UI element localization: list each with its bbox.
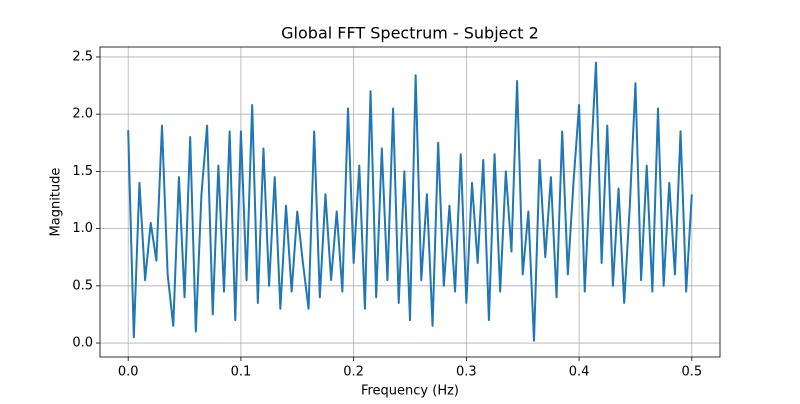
chart-title: Global FFT Spectrum - Subject 2 — [281, 24, 539, 43]
x-tick-label: 0.4 — [569, 365, 590, 380]
y-tick-label: 2.5 — [72, 49, 93, 64]
y-tick-label: 2.0 — [72, 107, 93, 122]
y-tick-label: 1.0 — [72, 221, 93, 236]
y-tick-label: 0.5 — [72, 278, 93, 293]
x-tick-label: 0.2 — [343, 365, 364, 380]
y-axis-label: Magnitude — [49, 168, 64, 237]
x-axis-label: Frequency (Hz) — [361, 384, 459, 399]
x-tick-label: 0.5 — [681, 365, 702, 380]
x-tick-label: 0.1 — [231, 365, 252, 380]
y-tick-label: 0.0 — [72, 336, 93, 351]
y-tick-label: 1.5 — [72, 164, 93, 179]
plot-frame — [99, 46, 721, 358]
x-tick-label: 0.3 — [456, 365, 477, 380]
x-tick-label: 0.0 — [118, 365, 139, 380]
data-line — [127, 61, 693, 342]
